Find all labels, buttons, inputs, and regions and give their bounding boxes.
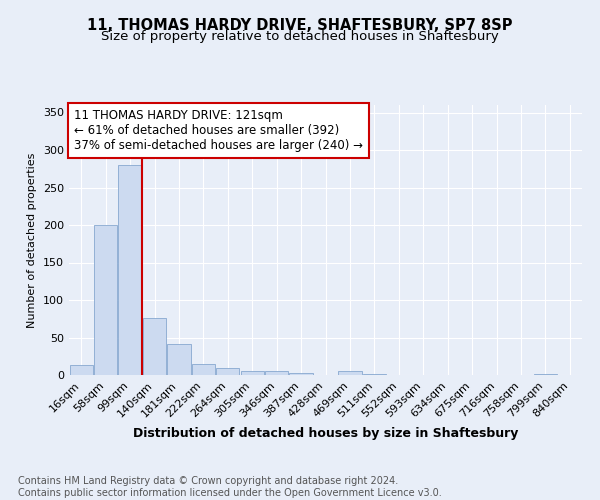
Bar	[289, 373, 313, 375]
Bar	[265, 371, 288, 375]
Bar	[192, 364, 215, 375]
Text: 11 THOMAS HARDY DRIVE: 121sqm
← 61% of detached houses are smaller (392)
37% of : 11 THOMAS HARDY DRIVE: 121sqm ← 61% of d…	[74, 109, 363, 152]
Y-axis label: Number of detached properties: Number of detached properties	[28, 152, 37, 328]
Bar	[118, 165, 142, 375]
Text: Contains HM Land Registry data © Crown copyright and database right 2024.
Contai: Contains HM Land Registry data © Crown c…	[18, 476, 442, 498]
Bar	[338, 370, 362, 375]
Bar	[216, 368, 239, 375]
Bar	[94, 225, 117, 375]
Bar	[534, 374, 557, 375]
Bar	[167, 344, 191, 375]
Bar	[241, 370, 264, 375]
Text: 11, THOMAS HARDY DRIVE, SHAFTESBURY, SP7 8SP: 11, THOMAS HARDY DRIVE, SHAFTESBURY, SP7…	[87, 18, 513, 32]
Bar	[70, 364, 93, 375]
Text: Size of property relative to detached houses in Shaftesbury: Size of property relative to detached ho…	[101, 30, 499, 43]
Bar	[143, 318, 166, 375]
X-axis label: Distribution of detached houses by size in Shaftesbury: Distribution of detached houses by size …	[133, 427, 518, 440]
Bar	[363, 374, 386, 375]
